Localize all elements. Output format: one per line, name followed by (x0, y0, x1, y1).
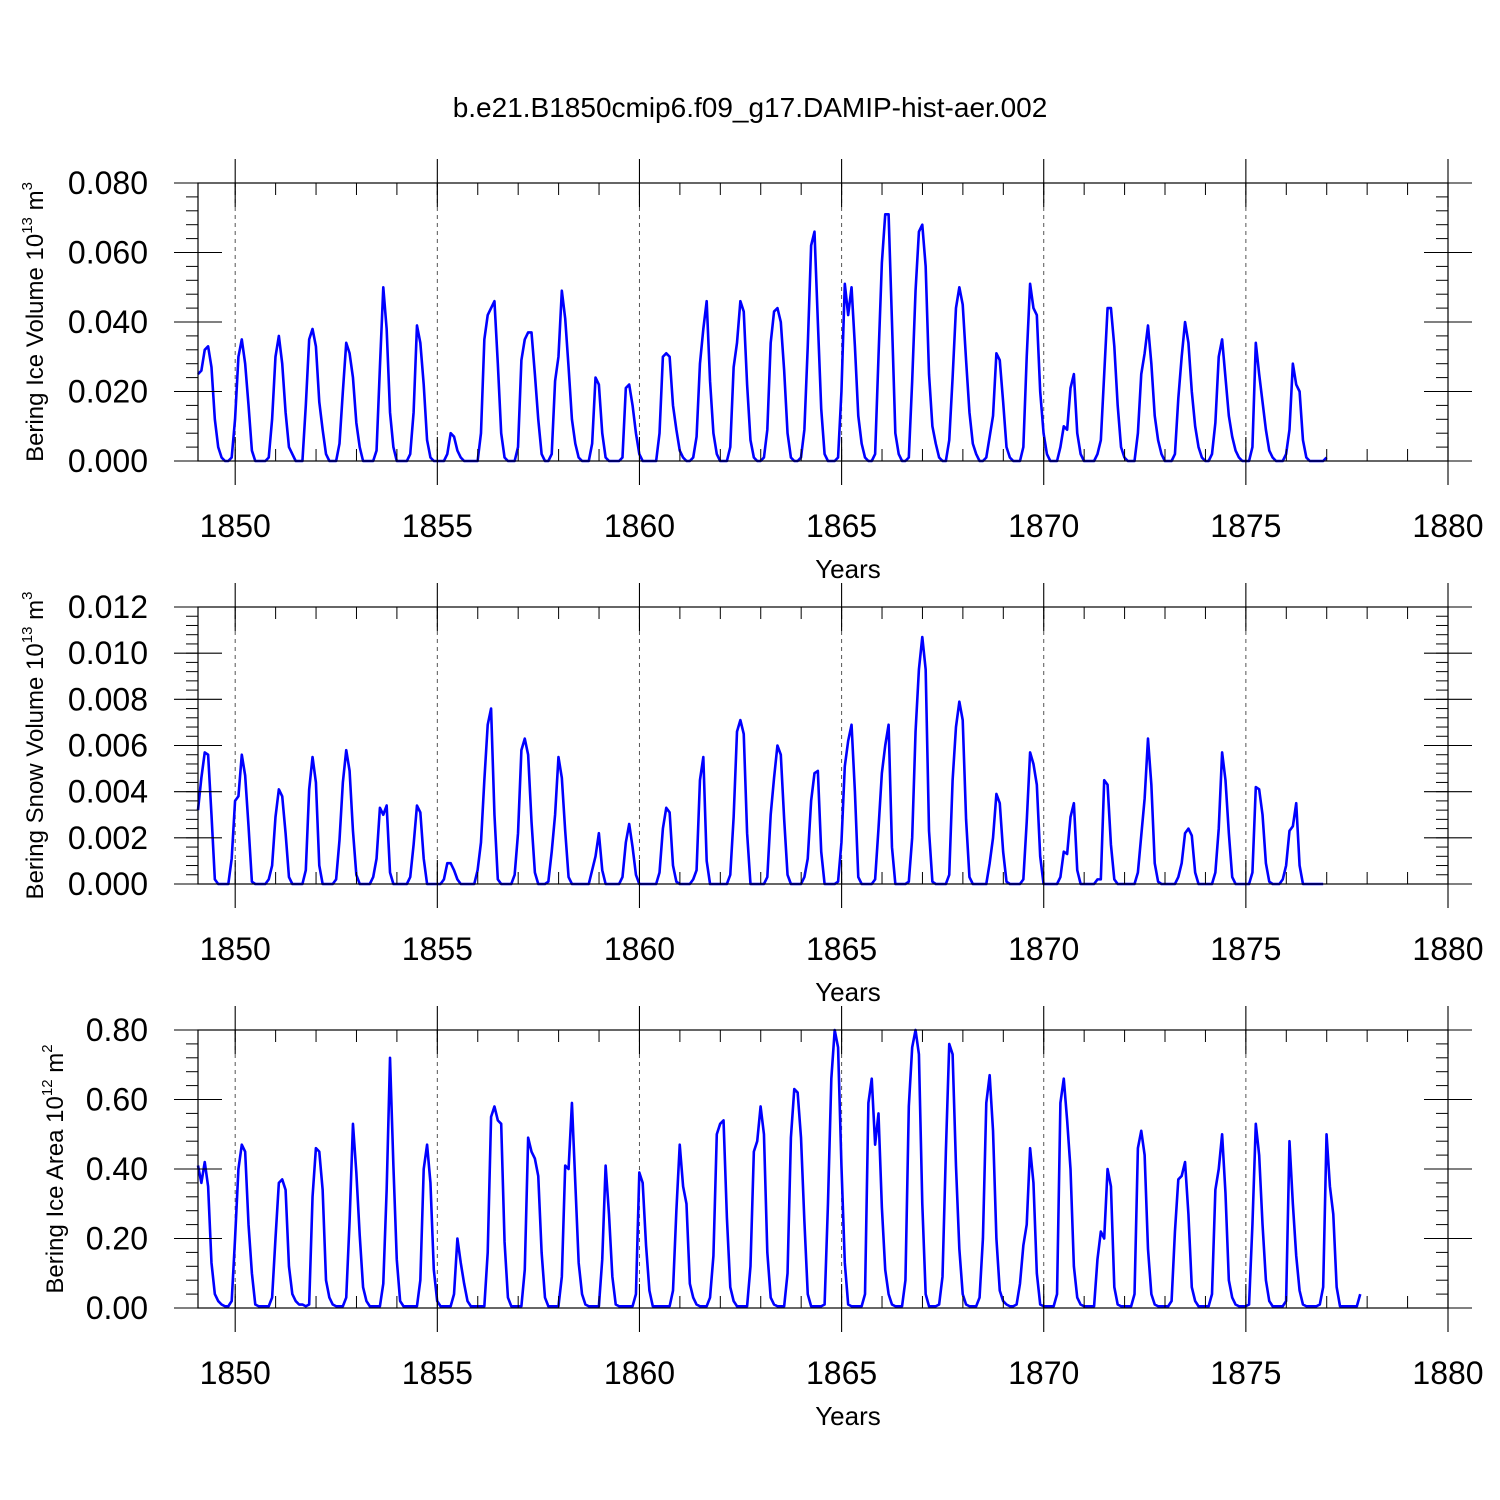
x-tick-label: 1855 (402, 1355, 473, 1391)
y-tick-label: 0.20 (86, 1221, 148, 1257)
y-tick-label: 0.000 (68, 866, 148, 902)
panel-ice-area: 0.00 0.20 0.40 0.60 0.80 1850 1855 1860 1865 1870… (39, 1006, 1484, 1431)
x-tick-label: 1860 (604, 931, 675, 967)
x-tick-label: 1855 (402, 508, 473, 544)
y-tick-label: 0.80 (86, 1012, 148, 1048)
y-tick-label: 0.008 (68, 681, 148, 717)
x-tick-label: 1865 (806, 508, 877, 544)
panel-ice-volume: 0.000 0.020 0.040 0.060 0.080 1850 1855 1860 186… (19, 159, 1484, 584)
x-tick-label: 1850 (200, 508, 271, 544)
x-tick-label: 1855 (402, 931, 473, 967)
x-tick-label: 1875 (1210, 508, 1281, 544)
y-axis-title: Bering Ice Area 1012 m2 (39, 1044, 69, 1293)
y-axis-title: Bering Snow Volume 1013 m3 (19, 592, 49, 900)
x-tick-label: 1880 (1412, 1355, 1483, 1391)
y-tick-label: 0.60 (86, 1082, 148, 1118)
series-line-ice-volume (197, 212, 1328, 463)
x-tick-label: 1875 (1210, 931, 1281, 967)
y-tick-label: 0.012 (68, 589, 148, 625)
y-tick-label: 0.040 (68, 304, 148, 340)
x-tick-label: 1865 (806, 931, 877, 967)
y-tick-label: 0.40 (86, 1151, 148, 1187)
y-axis-title: Bering Ice Volume 1013 m3 (19, 182, 49, 462)
panel-snow-volume: 0.000 0.002 0.004 0.006 0.008 0.010 0.012 1850 1… (19, 583, 1484, 1007)
y-tick-label: 0.002 (68, 820, 148, 856)
x-tick-label: 1860 (604, 1355, 675, 1391)
x-tick-label: 1880 (1412, 931, 1483, 967)
y-tick-label: 0.000 (68, 443, 148, 479)
x-axis-title: Years (815, 1401, 881, 1431)
x-axis-title: Years (815, 977, 881, 1007)
x-tick-label: 1870 (1008, 931, 1079, 967)
x-tick-label: 1850 (200, 931, 271, 967)
x-tick-label: 1880 (1412, 508, 1483, 544)
x-tick-label: 1875 (1210, 1355, 1281, 1391)
x-tick-label: 1850 (200, 1355, 271, 1391)
y-tick-label: 0.080 (68, 165, 148, 201)
x-axis-title: Years (815, 554, 881, 584)
y-tick-label: 0.010 (68, 635, 148, 671)
x-tick-label: 1860 (604, 508, 675, 544)
y-tick-label: 0.004 (68, 774, 148, 810)
series-line-ice-area (196, 1028, 1362, 1308)
figure-title: b.e21.B1850cmip6.f09_g17.DAMIP-hist-aer.… (453, 92, 1048, 123)
y-tick-label: 0.060 (68, 235, 148, 271)
y-tick-label: 0.020 (68, 374, 148, 410)
x-tick-label: 1865 (806, 1355, 877, 1391)
y-tick-label: 0.006 (68, 728, 148, 764)
x-tick-label: 1870 (1008, 508, 1079, 544)
y-tick-label: 0.00 (86, 1290, 148, 1326)
x-tick-label: 1870 (1008, 1355, 1079, 1391)
